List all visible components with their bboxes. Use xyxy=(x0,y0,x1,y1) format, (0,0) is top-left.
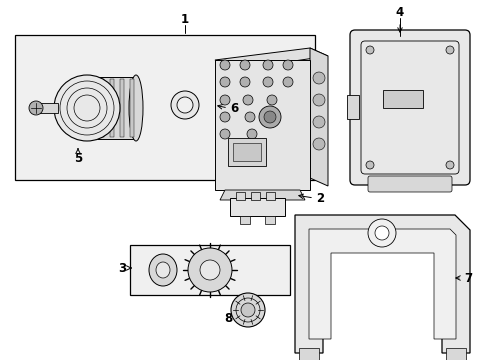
Bar xyxy=(232,143,261,161)
Circle shape xyxy=(244,112,254,122)
Bar xyxy=(36,103,58,113)
Circle shape xyxy=(374,226,388,240)
Bar xyxy=(110,79,114,137)
Text: 4: 4 xyxy=(395,5,403,18)
Text: 2: 2 xyxy=(315,192,324,204)
Circle shape xyxy=(367,219,395,247)
Bar xyxy=(15,35,314,180)
Bar xyxy=(100,79,104,137)
Text: 5: 5 xyxy=(74,152,82,165)
Circle shape xyxy=(312,138,325,150)
Text: 6: 6 xyxy=(229,102,238,114)
Bar xyxy=(227,138,265,166)
Circle shape xyxy=(220,60,229,70)
Polygon shape xyxy=(220,190,305,200)
Polygon shape xyxy=(294,215,469,353)
Circle shape xyxy=(230,293,264,327)
Circle shape xyxy=(259,106,281,128)
Circle shape xyxy=(54,75,120,141)
Bar xyxy=(236,192,244,200)
Bar xyxy=(382,90,422,108)
Circle shape xyxy=(445,161,453,169)
Ellipse shape xyxy=(149,254,177,286)
Circle shape xyxy=(445,46,453,54)
Bar xyxy=(229,198,285,216)
Bar xyxy=(445,348,465,360)
Text: 8: 8 xyxy=(224,311,232,324)
FancyBboxPatch shape xyxy=(349,30,469,185)
Circle shape xyxy=(365,46,373,54)
Text: 1: 1 xyxy=(181,13,189,26)
Circle shape xyxy=(236,298,260,322)
FancyBboxPatch shape xyxy=(367,176,451,192)
Text: 3: 3 xyxy=(118,261,126,274)
Circle shape xyxy=(220,112,229,122)
Polygon shape xyxy=(308,229,455,339)
Circle shape xyxy=(243,95,252,105)
Text: 7: 7 xyxy=(463,271,471,284)
Bar xyxy=(87,77,137,139)
Circle shape xyxy=(365,161,373,169)
Bar xyxy=(90,79,94,137)
Ellipse shape xyxy=(156,262,170,278)
Circle shape xyxy=(171,91,199,119)
Circle shape xyxy=(312,116,325,128)
Circle shape xyxy=(312,94,325,106)
Bar xyxy=(130,79,134,137)
Bar xyxy=(215,60,309,190)
Circle shape xyxy=(264,111,275,123)
Ellipse shape xyxy=(129,75,142,141)
Circle shape xyxy=(283,60,292,70)
Circle shape xyxy=(312,72,325,84)
Circle shape xyxy=(246,129,257,139)
Circle shape xyxy=(240,77,249,87)
Polygon shape xyxy=(215,48,327,70)
Circle shape xyxy=(266,95,276,105)
Circle shape xyxy=(283,77,292,87)
Bar xyxy=(120,79,124,137)
Bar xyxy=(130,245,289,295)
Bar xyxy=(240,216,249,224)
Circle shape xyxy=(29,101,43,115)
Circle shape xyxy=(220,77,229,87)
Bar xyxy=(346,95,358,119)
Circle shape xyxy=(263,77,272,87)
Circle shape xyxy=(240,60,249,70)
Bar xyxy=(265,192,274,200)
Circle shape xyxy=(220,129,229,139)
Circle shape xyxy=(241,303,254,317)
Circle shape xyxy=(187,248,231,292)
Polygon shape xyxy=(309,48,327,186)
Circle shape xyxy=(200,260,220,280)
Circle shape xyxy=(177,97,193,113)
Circle shape xyxy=(263,60,272,70)
Bar xyxy=(298,348,318,360)
Circle shape xyxy=(220,95,229,105)
Bar xyxy=(264,216,274,224)
Bar xyxy=(250,192,260,200)
